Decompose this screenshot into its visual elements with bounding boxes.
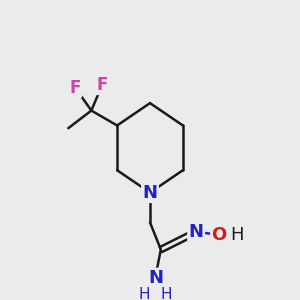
Text: H: H xyxy=(230,226,244,244)
Text: N: N xyxy=(189,223,204,241)
Text: H: H xyxy=(160,287,172,300)
Text: F: F xyxy=(69,79,81,97)
Text: H: H xyxy=(139,287,150,300)
Text: N: N xyxy=(142,184,158,202)
Text: O: O xyxy=(212,226,227,244)
Text: N: N xyxy=(148,269,163,287)
Text: F: F xyxy=(97,76,108,94)
